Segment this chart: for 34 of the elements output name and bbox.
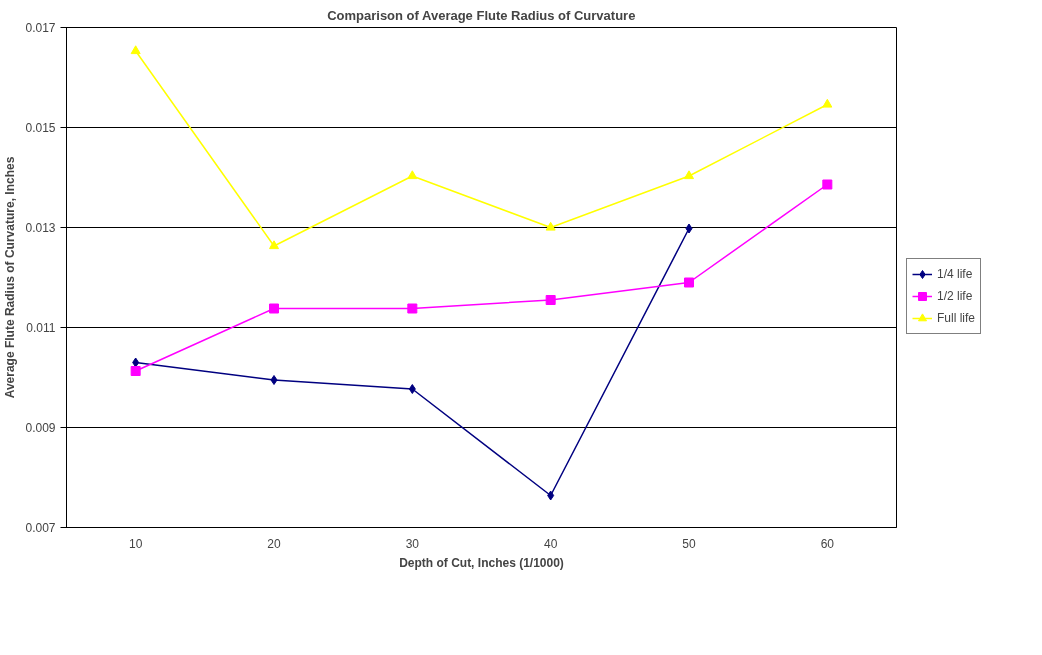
x-tick-label: 50 <box>682 536 696 551</box>
point <box>822 98 833 108</box>
point <box>545 295 556 305</box>
point <box>408 384 416 394</box>
x-tick-label: 40 <box>543 536 558 551</box>
x-tick-label: 20 <box>267 536 281 551</box>
point <box>130 45 141 55</box>
point <box>269 240 279 250</box>
point <box>407 170 418 180</box>
point <box>269 303 279 314</box>
point <box>684 277 694 288</box>
point <box>407 303 418 314</box>
point <box>545 221 556 231</box>
point <box>684 170 694 180</box>
point <box>685 223 693 234</box>
y-tick-label: 0.017 <box>25 21 56 35</box>
point <box>822 179 833 190</box>
y-tick-label: 0.015 <box>25 121 56 135</box>
x-tick-label: 10 <box>128 536 143 551</box>
point <box>270 375 278 385</box>
y-axis-title: Average Flute Radius of Curvature, Inches <box>3 156 18 399</box>
legend-label: 1/4 life <box>937 267 973 281</box>
chart-title: Comparison of Average Flute Radius of Curvature <box>327 7 636 23</box>
y-tick-label: 0.011 <box>26 321 56 335</box>
x-axis-title: Depth of Cut, Inches (1/1000) <box>399 555 564 570</box>
y-tick-label: 0.007 <box>25 521 56 535</box>
y-tick-label: 0.009 <box>25 421 56 435</box>
legend-label: 1/2 life <box>937 289 973 303</box>
x-tick-label: 30 <box>405 536 420 551</box>
y-tick-label: 0.013 <box>25 221 56 235</box>
legend-label: Full life <box>937 311 976 325</box>
point <box>547 490 555 501</box>
x-tick-label: 60 <box>820 536 835 551</box>
point <box>130 366 141 376</box>
